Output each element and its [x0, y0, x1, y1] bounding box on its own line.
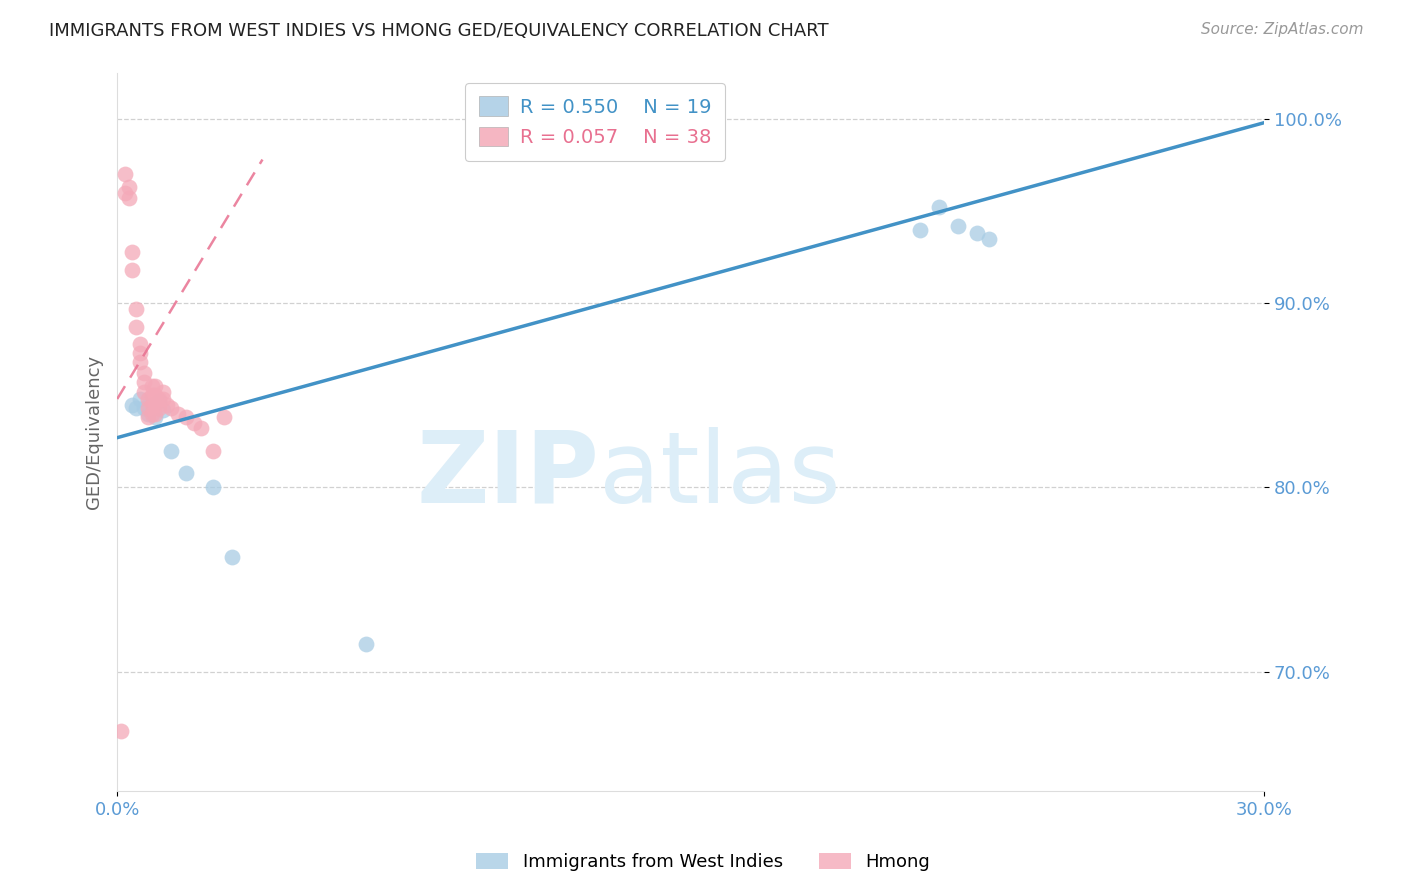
- Point: [201, 480, 224, 494]
- Legend: R = 0.550    N = 19, R = 0.057    N = 38: R = 0.550 N = 19, R = 0.057 N = 38: [465, 83, 725, 161]
- Point: [125, 301, 148, 316]
- Point: [159, 443, 181, 458]
- Point: [145, 397, 167, 411]
- Point: [212, 410, 235, 425]
- Point: [121, 397, 143, 411]
- Point: [114, 167, 136, 181]
- Point: [145, 410, 167, 425]
- Point: [141, 379, 163, 393]
- Point: [152, 392, 174, 406]
- Point: [132, 366, 155, 380]
- Point: [132, 376, 155, 390]
- Point: [221, 550, 243, 565]
- Point: [141, 397, 163, 411]
- Point: [121, 263, 143, 277]
- Point: [110, 723, 132, 738]
- Point: [156, 397, 179, 411]
- Point: [152, 403, 174, 417]
- Point: [148, 401, 170, 416]
- Point: [114, 186, 136, 200]
- Point: [174, 466, 197, 480]
- Point: [908, 222, 931, 236]
- Text: ZIP: ZIP: [416, 426, 599, 524]
- Point: [118, 180, 141, 194]
- Point: [121, 244, 143, 259]
- Point: [136, 392, 159, 406]
- Point: [183, 416, 205, 430]
- Point: [145, 379, 167, 393]
- Point: [977, 232, 1000, 246]
- Point: [159, 401, 181, 416]
- Point: [132, 401, 155, 416]
- Point: [136, 410, 159, 425]
- Point: [129, 392, 152, 406]
- Point: [152, 384, 174, 399]
- Point: [132, 384, 155, 399]
- Point: [145, 407, 167, 421]
- Point: [125, 320, 148, 334]
- Text: IMMIGRANTS FROM WEST INDIES VS HMONG GED/EQUIVALENCY CORRELATION CHART: IMMIGRANTS FROM WEST INDIES VS HMONG GED…: [49, 22, 828, 40]
- Point: [190, 421, 212, 435]
- Point: [966, 226, 988, 240]
- Point: [201, 443, 224, 458]
- Point: [129, 346, 152, 360]
- Y-axis label: GED/Equivalency: GED/Equivalency: [86, 355, 103, 509]
- Legend: Immigrants from West Indies, Hmong: Immigrants from West Indies, Hmong: [468, 846, 938, 879]
- Text: Source: ZipAtlas.com: Source: ZipAtlas.com: [1201, 22, 1364, 37]
- Point: [141, 388, 163, 402]
- Point: [136, 407, 159, 421]
- Point: [174, 410, 197, 425]
- Text: atlas: atlas: [599, 426, 841, 524]
- Point: [148, 392, 170, 406]
- Point: [928, 201, 950, 215]
- Point: [167, 407, 190, 421]
- Point: [354, 637, 377, 651]
- Point: [948, 219, 970, 233]
- Point: [118, 191, 141, 205]
- Point: [129, 336, 152, 351]
- Point: [136, 401, 159, 416]
- Point: [141, 397, 163, 411]
- Point: [145, 388, 167, 402]
- Point: [129, 355, 152, 369]
- Point: [125, 401, 148, 416]
- Point: [148, 393, 170, 408]
- Point: [141, 407, 163, 421]
